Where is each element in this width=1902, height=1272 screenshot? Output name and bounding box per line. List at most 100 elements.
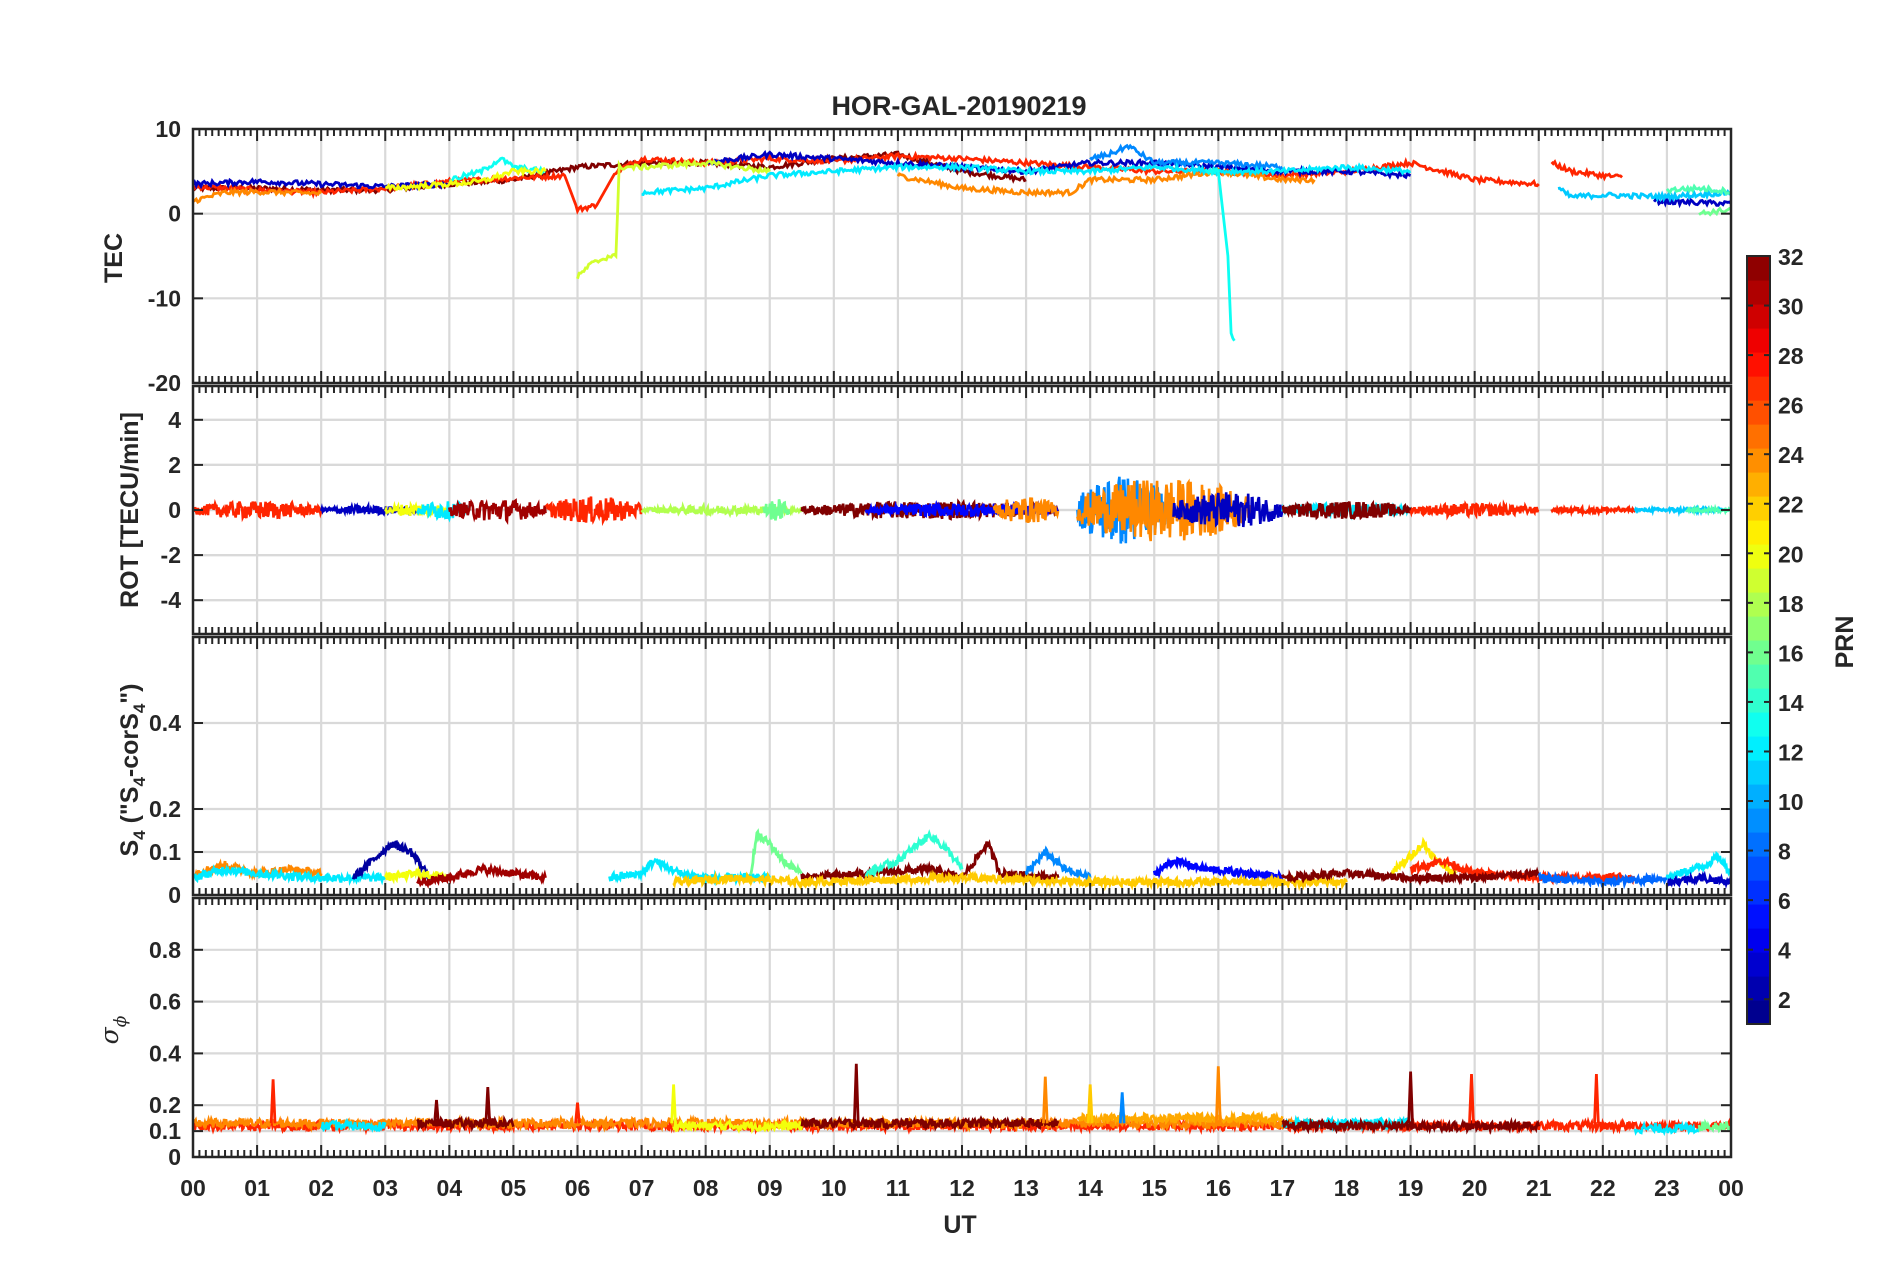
colorbar-segment	[1747, 880, 1770, 905]
rot-line-prn-32	[1281, 499, 1412, 521]
tec-line-prn-12	[641, 160, 1412, 197]
x-tick-label: 10	[821, 1175, 847, 1201]
x-tick-labels: 00 01 02 03 04 05 06 07 08 09 10 11 12 13 14 15 16 17 18 19…	[180, 1175, 1744, 1201]
x-tick-label: 12	[949, 1175, 975, 1201]
x-tick-label: 05	[501, 1175, 527, 1201]
colorbar-segment	[1747, 616, 1770, 641]
colorbar-segment	[1747, 568, 1770, 593]
tec-line-prn-13	[1204, 165, 1236, 342]
tec-line-prn-16	[1698, 206, 1731, 217]
sigma-phi-panel: 00.10.2 0.4 0.6 0.8	[149, 896, 1733, 1170]
s4-line-prn-22	[672, 869, 1348, 892]
sigma-spike-prn-24	[1215, 1066, 1222, 1124]
x-tick-label: 06	[565, 1175, 591, 1201]
rot-ylabel: ROT [TECU/min]	[116, 412, 144, 608]
tec-line-prn-3	[1652, 194, 1731, 209]
colorbar-segment	[1747, 712, 1770, 737]
x-tick-label: 14	[1077, 1175, 1103, 1201]
colorbar-tick-label: 20	[1778, 541, 1804, 567]
rot-panel: -4 -2 0 2 4	[161, 384, 1733, 636]
colorbar-segment	[1747, 784, 1770, 809]
colorbar-segment	[1747, 304, 1770, 329]
tec-line-prn-15	[1665, 183, 1731, 196]
tec-line-prn-24	[193, 186, 323, 205]
s4-line-prn-2	[351, 840, 432, 882]
sigma-spike-prn-9	[1118, 1092, 1126, 1124]
sigma-spike-prn-32	[433, 1099, 440, 1124]
colorbar-segment	[1747, 640, 1770, 665]
sigma-spike-prn-27	[574, 1102, 581, 1124]
rot-line-prn-3	[1172, 492, 1284, 528]
y-tick-label: 0	[168, 882, 181, 908]
s4-line-prn-9	[1024, 845, 1092, 883]
colorbar-tick-label: 26	[1778, 393, 1804, 419]
sigma-spike-prn-32	[484, 1087, 492, 1124]
tec-line-prn-24	[896, 166, 1316, 199]
colorbar-segment	[1747, 592, 1770, 617]
colorbar-segment	[1747, 256, 1770, 281]
x-tick-label: 16	[1206, 1175, 1232, 1201]
colorbar-segment	[1747, 280, 1770, 305]
y-tick-label: 0.8	[149, 937, 181, 963]
colorbar-tick-label: 2	[1778, 987, 1791, 1013]
colorbar-segment	[1747, 688, 1770, 713]
sigma-line-prn-12	[320, 1118, 387, 1133]
sigma-line-prn-32	[800, 1114, 1060, 1132]
colorbar-tick-label: 28	[1778, 343, 1804, 369]
y-tick-label: 0.4	[149, 1040, 181, 1066]
sigma-spike-prn-24	[1042, 1076, 1049, 1124]
sigma-spike-prn-27	[1593, 1074, 1600, 1124]
y-tick-label: 0	[168, 1144, 181, 1170]
x-tick-label: 09	[757, 1175, 783, 1201]
colorbar-segment	[1747, 1000, 1770, 1025]
colorbar-segment	[1747, 928, 1770, 953]
x-tick-label: 03	[372, 1175, 398, 1201]
colorbar-segment	[1747, 352, 1770, 377]
y-tick-label: -4	[161, 587, 182, 613]
colorbar-tick-label: 8	[1778, 839, 1791, 865]
colorbar-segment	[1747, 376, 1770, 401]
s4-line-prn-3	[1665, 870, 1731, 890]
x-tick-label: 00	[180, 1175, 206, 1201]
x-tick-label: 20	[1462, 1175, 1488, 1201]
y-tick-label: 0.2	[149, 796, 181, 822]
rot-line-prn-27	[544, 496, 643, 527]
colorbar-segment	[1747, 856, 1770, 881]
s4-ylabel: S4 ("S4-corS4")	[116, 684, 149, 857]
colorbar-segment	[1747, 472, 1770, 497]
x-tick-label: 13	[1013, 1175, 1039, 1201]
tec-line-prn-19	[576, 158, 771, 280]
colorbar-segment	[1747, 952, 1770, 977]
y-tick-label: -10	[148, 285, 181, 311]
tec-ylabel: TEC	[100, 233, 128, 283]
sigma-line-prn-23	[1076, 1109, 1284, 1128]
colorbar-segment	[1747, 520, 1770, 545]
y-tick-label: 0.2	[149, 1092, 181, 1118]
colorbar-segment	[1747, 760, 1770, 785]
x-tick-label: 19	[1398, 1175, 1424, 1201]
y-tick-label: 2	[168, 452, 181, 478]
colorbar-tick-label: 14	[1778, 690, 1804, 716]
sigma-spike-prn-20	[670, 1084, 677, 1124]
colorbar-frame	[1746, 255, 1771, 1025]
x-tick-label: 01	[244, 1175, 270, 1201]
colorbar-segment	[1747, 424, 1770, 449]
rot-line-prn-31	[448, 498, 547, 526]
x-tick-label: 08	[693, 1175, 719, 1201]
tec-line-prn-27	[1550, 159, 1624, 182]
x-tick-label: 11	[886, 1175, 911, 1201]
s4-line-prn-32	[1281, 866, 1540, 887]
tec-panel: -20 -10 0 10	[148, 116, 1733, 396]
y-tick-label: -2	[161, 542, 181, 568]
sigma-spike-prn-32	[1407, 1071, 1414, 1124]
tec-line-prn-9	[1089, 143, 1284, 172]
colorbar-segment	[1747, 400, 1770, 425]
y-tick-label: 0.6	[149, 989, 181, 1015]
sigma-spike-prn-22	[1086, 1084, 1094, 1124]
sigma-line-prn-32	[416, 1114, 515, 1133]
y-tick-label: 0.4	[149, 710, 181, 736]
rot-line-prn-16	[762, 499, 791, 521]
s4-line-prn-14	[864, 829, 964, 879]
rot-line-prn-27	[193, 498, 323, 523]
y-tick-label: -20	[148, 370, 181, 396]
